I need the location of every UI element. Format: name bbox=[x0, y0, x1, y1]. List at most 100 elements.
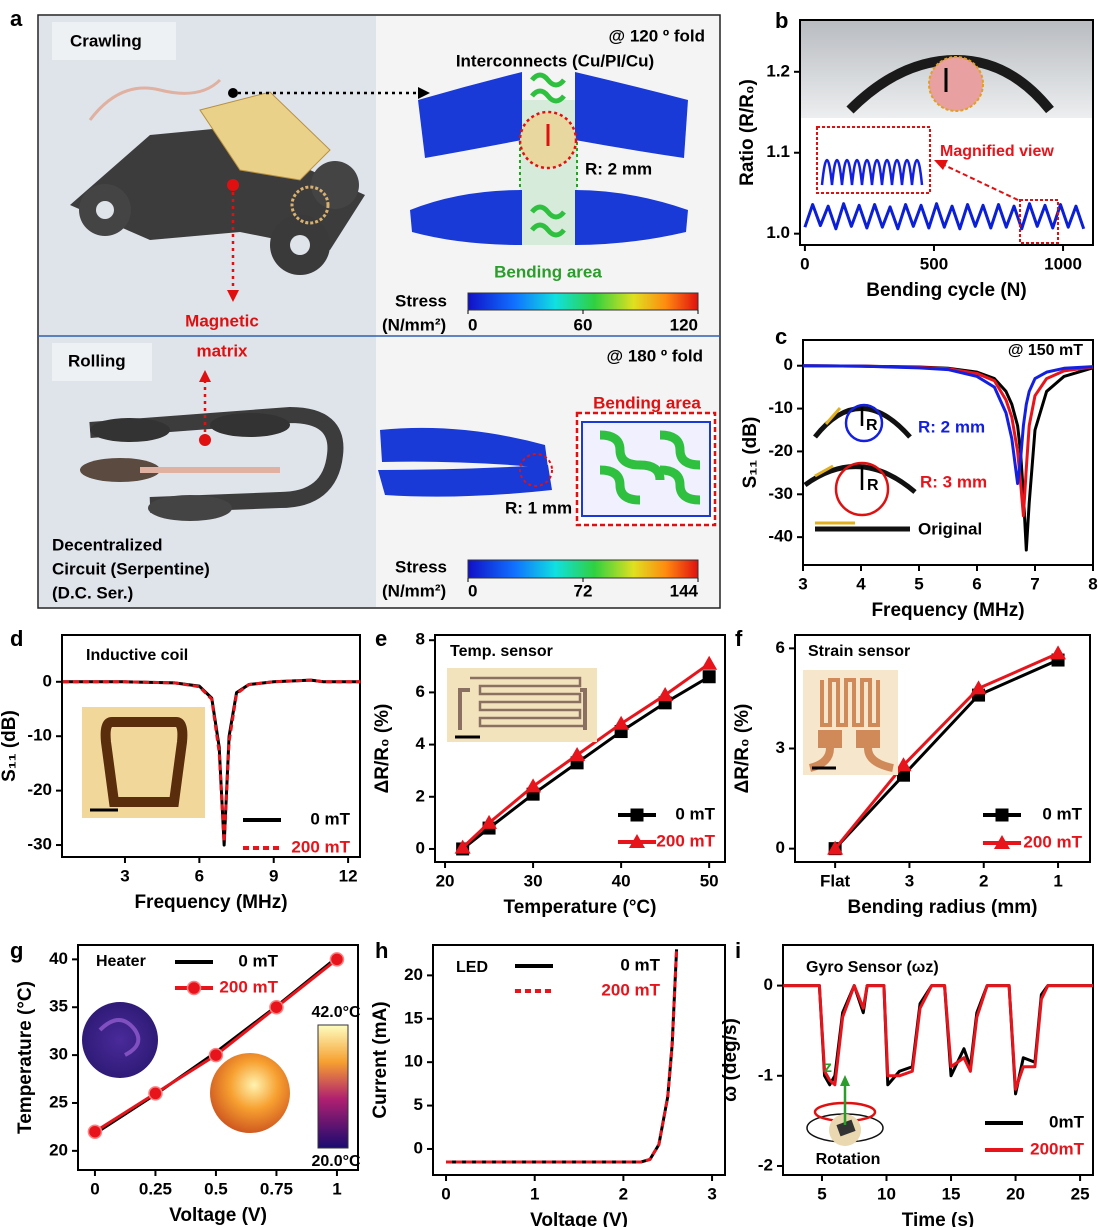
y-tick-label: 1.0 bbox=[766, 223, 790, 242]
y-axis-label: S₁₁ (dB) bbox=[0, 710, 20, 782]
series-label: R: 2 mm bbox=[918, 417, 985, 436]
colorbar-unit: (N/mm²) bbox=[382, 315, 446, 334]
mode-label: Rolling bbox=[68, 351, 126, 370]
interconnects-label: Interconnects (Cu/PI/Cu) bbox=[456, 51, 654, 70]
legend-marker bbox=[631, 809, 644, 822]
x-tick-label: 0 bbox=[800, 254, 809, 273]
colorbar-tick-label: 0 bbox=[468, 315, 477, 334]
marker bbox=[149, 1087, 162, 1100]
panel-letter: h bbox=[375, 938, 388, 963]
annotation: z bbox=[824, 1059, 832, 1076]
x-tick-label: 12 bbox=[339, 866, 358, 885]
x-axis-label: Frequency (MHz) bbox=[871, 600, 1024, 621]
plot-frame bbox=[433, 945, 725, 1175]
x-tick-label: 1 bbox=[1053, 871, 1062, 890]
fold-label: @ 120 º fold bbox=[609, 26, 705, 45]
y-tick-label: 40 bbox=[49, 949, 68, 968]
legend-label: 0 mT bbox=[238, 951, 278, 970]
chart-title: Temp. sensor bbox=[450, 643, 553, 660]
y-tick-label: 0 bbox=[43, 671, 52, 690]
x-tick-label: Flat bbox=[820, 871, 851, 890]
annotation: 20.0°C bbox=[311, 1153, 361, 1170]
x-axis-label: Bending radius (mm) bbox=[847, 897, 1037, 918]
annotation: R bbox=[866, 417, 878, 434]
circuit-label: Circuit (Serpentine) bbox=[52, 559, 210, 578]
y-tick-label: 0 bbox=[764, 975, 773, 994]
x-tick-label: 40 bbox=[612, 871, 631, 890]
x-tick-label: 3 bbox=[120, 866, 129, 885]
panel-letter: c bbox=[775, 324, 787, 349]
y-tick-label: 10 bbox=[404, 1052, 423, 1071]
x-tick-label: 15 bbox=[942, 1184, 961, 1203]
x-tick-label: 1000 bbox=[1044, 254, 1082, 273]
y-tick-label: 0 bbox=[416, 838, 425, 857]
y-tick-label: 35 bbox=[49, 997, 68, 1016]
fold-label: @ 180 º fold bbox=[607, 346, 703, 365]
y-axis-label: Ratio (R/R₀) bbox=[737, 79, 758, 186]
y-tick-label: 6 bbox=[776, 638, 785, 657]
x-tick-label: 2 bbox=[619, 1184, 628, 1203]
y-tick-label: 25 bbox=[49, 1092, 68, 1111]
x-tick-label: 0.5 bbox=[204, 1179, 228, 1198]
strain-sensor-inset bbox=[803, 670, 898, 775]
legend-label: 200 mT bbox=[1023, 832, 1082, 851]
y-tick-label: 15 bbox=[404, 1008, 423, 1027]
colorbar-tick-label: 120 bbox=[670, 315, 698, 334]
marker bbox=[88, 1125, 101, 1138]
y-tick-label: -2 bbox=[758, 1155, 773, 1174]
x-tick-label: 0 bbox=[441, 1184, 450, 1203]
y-tick-label: -1 bbox=[758, 1065, 773, 1084]
y-axis-label: Current (mA) bbox=[370, 1001, 391, 1118]
annotation: 42.0°C bbox=[311, 1004, 361, 1021]
x-tick-label: 6 bbox=[195, 866, 204, 885]
y-tick-label: 4 bbox=[416, 734, 426, 753]
x-tick-label: 4 bbox=[856, 574, 866, 593]
temp-sensor-inset bbox=[447, 668, 597, 742]
panel-letter: f bbox=[735, 626, 743, 651]
figure: a Crawling @ 120 º fold Interconnects (C… bbox=[0, 0, 1100, 1227]
marker bbox=[330, 953, 343, 966]
circuit-label: (D.C. Ser.) bbox=[52, 583, 133, 602]
y-tick-label: 2 bbox=[416, 786, 425, 805]
colorbar bbox=[468, 293, 698, 310]
marker bbox=[270, 1001, 283, 1014]
legend-label: 0 mT bbox=[675, 804, 715, 823]
x-tick-label: 25 bbox=[1071, 1184, 1090, 1203]
x-tick-label: 500 bbox=[920, 254, 948, 273]
y-tick-label: 20 bbox=[404, 965, 423, 984]
annotation: Magnified view bbox=[940, 143, 1054, 160]
y-tick-label: 6 bbox=[416, 682, 425, 701]
x-tick-label: 7 bbox=[1030, 574, 1039, 593]
panel-a: a Crawling @ 120 º fold Interconnects (C… bbox=[10, 6, 720, 608]
x-axis-label: Voltage (V) bbox=[169, 1205, 267, 1226]
y-tick-label: 30 bbox=[49, 1045, 68, 1064]
y-axis-label: ω (deg/s) bbox=[720, 1018, 741, 1102]
x-tick-label: 0 bbox=[90, 1179, 99, 1198]
y-tick-label: -30 bbox=[768, 484, 793, 503]
x-axis-label: Time (s) bbox=[902, 1210, 975, 1227]
y-tick-label: -20 bbox=[768, 441, 793, 460]
x-axis-label: Voltage (V) bbox=[530, 1210, 628, 1227]
x-axis-label: Temperature (°C) bbox=[504, 897, 657, 918]
legend-label: 0mT bbox=[1049, 1112, 1085, 1131]
legend-label: 200 mT bbox=[219, 977, 278, 996]
x-tick-label: 2 bbox=[979, 871, 988, 890]
series-label: R: 3 mm bbox=[920, 472, 987, 491]
magnetic-label: Magnetic bbox=[185, 311, 259, 330]
chart-title: Heater bbox=[96, 953, 146, 970]
x-tick-label: 3 bbox=[905, 871, 914, 890]
annotation: @ 150 mT bbox=[1008, 342, 1083, 359]
colorbar-tick-label: 60 bbox=[574, 315, 593, 334]
x-tick-label: 20 bbox=[436, 871, 455, 890]
mode-label: Crawling bbox=[70, 31, 142, 50]
legend-label: 200 mT bbox=[656, 831, 715, 850]
y-axis-label: Temperature (°C) bbox=[15, 981, 36, 1134]
x-tick-label: 0.75 bbox=[260, 1179, 293, 1198]
y-axis-label: ΔR/R₀ (%) bbox=[732, 704, 753, 794]
panel-letter: b bbox=[775, 8, 788, 33]
x-tick-label: 1 bbox=[332, 1179, 341, 1198]
panel-letter: e bbox=[375, 626, 387, 651]
x-tick-label: 1 bbox=[530, 1184, 539, 1203]
x-tick-label: 0.25 bbox=[139, 1179, 172, 1198]
colorbar-title: Stress bbox=[395, 557, 447, 576]
